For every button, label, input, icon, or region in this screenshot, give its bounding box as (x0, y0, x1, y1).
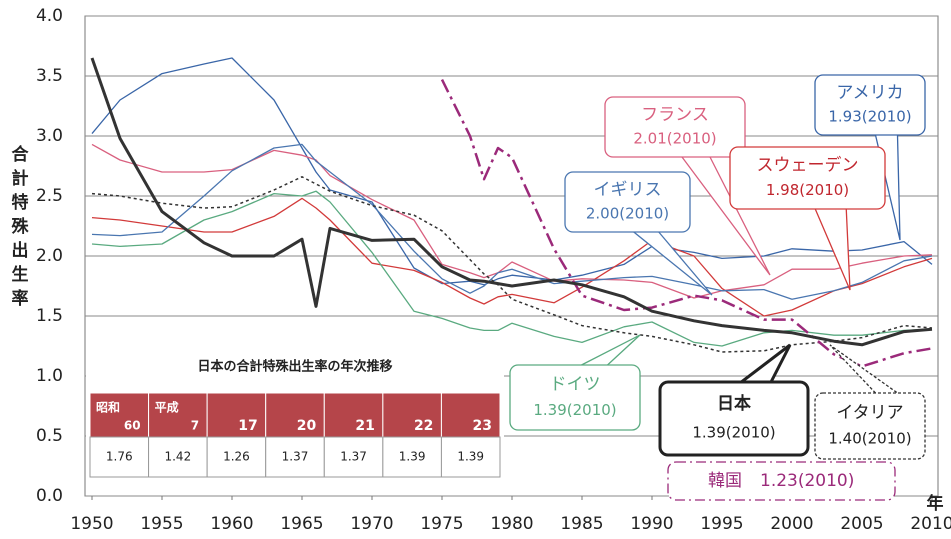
callout-name: イギリス (594, 180, 662, 200)
y-tick-label: 4.0 (36, 6, 63, 26)
x-tick-label: 1980 (490, 514, 533, 534)
table-value: 1.26 (223, 450, 250, 464)
table-title: 日本の合計特殊出生率の年次推移 (197, 359, 392, 375)
table-header-text: 昭和 (96, 400, 120, 415)
table-cell (206, 436, 267, 478)
callout-pointer (814, 208, 851, 291)
callout-pointer (740, 343, 792, 384)
callout-name: イタリア (836, 403, 903, 423)
table-header-text: 7 (191, 419, 199, 433)
table-value: 1.39 (399, 450, 426, 464)
table-header-cell (323, 392, 384, 438)
series-line (91, 197, 933, 317)
table-cell (323, 436, 384, 478)
x-tick-label: 1965 (280, 514, 323, 534)
callout-name: 韓国 (708, 471, 742, 491)
y-tick-label: 1.0 (36, 366, 63, 386)
x-tick-label: 1995 (700, 514, 743, 534)
callout-value: 1.23(2010) (760, 471, 854, 491)
series-line (91, 176, 933, 353)
table-cell (148, 436, 208, 478)
series-line (91, 143, 933, 300)
callout-value: 1.93(2010) (828, 108, 911, 126)
x-tick-label: 1970 (350, 514, 393, 534)
callout-pointer (633, 231, 713, 296)
callout-box (814, 392, 926, 460)
callout-box (658, 380, 810, 457)
callout-box (814, 74, 926, 136)
table-cell (440, 436, 501, 478)
table-header-cell (89, 392, 150, 438)
x-tick-label: 1975 (420, 514, 463, 534)
table-value: 1.76 (106, 450, 133, 464)
table-header-text: 平成 (155, 400, 179, 415)
table-header-text: 21 (355, 418, 374, 434)
table-header-text: 17 (238, 418, 257, 434)
x-axis-label: 年 (927, 493, 944, 514)
table-value: 1.39 (457, 450, 484, 464)
series-line (90, 57, 933, 347)
y-tick-label: 0.5 (36, 426, 63, 446)
table-header-text: 23 (473, 418, 492, 434)
callout-value: 2.01(2010) (633, 130, 716, 148)
y-tick-label: 3.5 (36, 66, 63, 86)
table-value: 1.37 (282, 450, 309, 464)
x-tick-label: 1955 (140, 514, 183, 534)
x-tick-label: 1950 (70, 514, 113, 534)
table-value: 1.42 (164, 450, 191, 464)
table-header-cell (148, 392, 208, 438)
table-header-text: 60 (124, 419, 141, 433)
y-tick-label: 1.5 (36, 306, 63, 326)
callout-name: ドイツ (550, 375, 601, 395)
table-cell (89, 436, 150, 478)
y-axis-label: 合計特殊出生率 (12, 144, 30, 309)
x-tick-label: 1960 (210, 514, 253, 534)
callout-value: 2.00(2010) (586, 205, 669, 223)
table-cell (265, 436, 325, 478)
table-header-text: 22 (414, 418, 433, 434)
x-tick-label: 2010 (910, 514, 951, 534)
callout-name: アメリカ (836, 83, 903, 103)
callout-value: 1.98(2010) (766, 181, 849, 199)
callout-box (564, 171, 691, 233)
callout-box (729, 146, 886, 210)
x-tick-label: 1990 (630, 514, 673, 534)
callout-box (509, 364, 641, 431)
callout-pointer (581, 334, 641, 366)
table-header-cell (382, 392, 442, 438)
table-cell (382, 436, 442, 478)
y-tick-label: 3.0 (36, 126, 63, 146)
x-tick-label: 2000 (770, 514, 813, 534)
table-header-text: 20 (297, 418, 317, 434)
table-value: 1.37 (340, 450, 367, 464)
x-tick-label: 1985 (560, 514, 603, 534)
callout-pointer (829, 344, 898, 394)
callout-value: 1.40(2010) (828, 430, 911, 448)
callout-value: 1.39(2010) (692, 424, 775, 442)
callout-name: スウェーデン (757, 155, 859, 176)
y-tick-label: 2.0 (36, 246, 63, 266)
callout-value: 1.39(2010) (533, 401, 616, 419)
table-header-cell (440, 392, 501, 438)
table-header-cell (206, 392, 267, 438)
y-tick-label: 0.0 (36, 486, 63, 506)
x-tick-label: 2005 (840, 514, 883, 534)
callout-name: フランス (641, 105, 709, 125)
y-tick-label: 2.5 (36, 186, 63, 206)
callout-name: 日本 (717, 393, 751, 414)
callout-box (667, 461, 896, 501)
callout-box (604, 96, 746, 158)
